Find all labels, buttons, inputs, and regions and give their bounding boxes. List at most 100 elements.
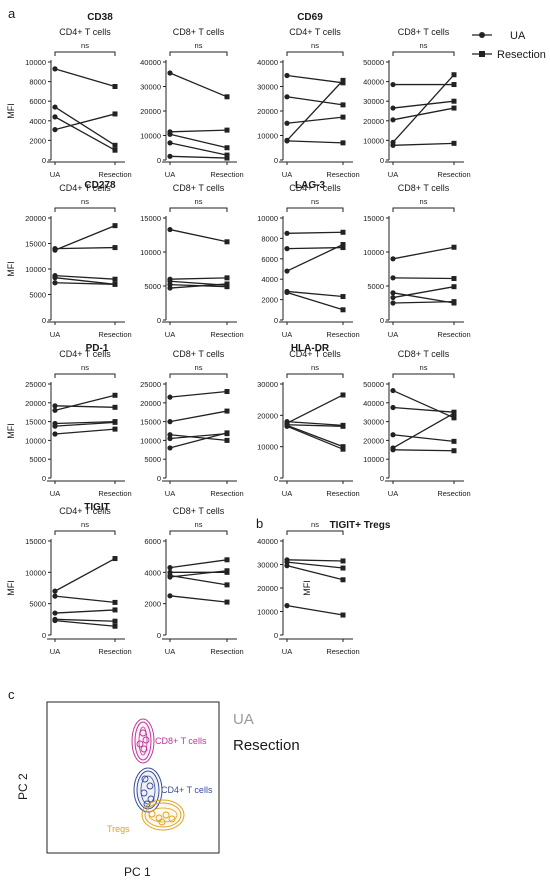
- ua-point: [390, 256, 396, 262]
- cluster-point: [139, 729, 147, 737]
- y-tick-label: 15000: [363, 214, 384, 223]
- series-line: [54, 421, 116, 427]
- series-line: [286, 604, 344, 616]
- resection-point: [451, 105, 457, 111]
- legend-resection-marker: [479, 51, 485, 57]
- cluster-point: [140, 745, 148, 753]
- cluster-point: [143, 800, 151, 808]
- ua-point: [167, 394, 173, 400]
- ua-point: [167, 140, 173, 146]
- ua-point: [52, 423, 58, 429]
- plot-8: 0 5000 10000 15000 20000 25000 UA Resection CD4+…: [6, 343, 132, 498]
- ua-point: [284, 138, 290, 144]
- x-tick-label: Resection: [210, 170, 243, 179]
- series-line: [54, 68, 116, 88]
- ua-point: [167, 419, 173, 425]
- series-line: [54, 595, 116, 604]
- resection-point: [451, 415, 457, 421]
- series-line: [286, 246, 344, 250]
- x-tick-label: UA: [282, 170, 292, 179]
- x-tick-label: UA: [165, 489, 175, 498]
- plot-13: 0 2000 4000 6000 UA Resection CD8+ T cells ns: [144, 506, 243, 656]
- ua-point: [390, 105, 396, 111]
- resection-point: [340, 392, 346, 398]
- pca-clusters: CD8+ T cells CD4+ T cells Tregs: [107, 718, 213, 834]
- series-line: [286, 74, 344, 84]
- pca-legend-resection: Resection: [233, 737, 300, 754]
- plot-title: CD4+ T cells: [59, 183, 111, 193]
- plot-10: 0 10000 20000 30000 UA Resection CD4+ T cellsH…: [257, 343, 360, 498]
- x-tick-label: Resection: [98, 170, 131, 179]
- resection-point: [451, 448, 457, 454]
- series-line: [169, 432, 228, 440]
- ua-point: [390, 117, 396, 123]
- ua-point: [52, 66, 58, 72]
- y-tick-label: 10000: [363, 455, 384, 464]
- resection-point: [340, 229, 346, 235]
- significance-label: ns: [311, 41, 319, 50]
- y-tick-label: 10000: [140, 132, 161, 141]
- resection-point: [112, 147, 118, 153]
- x-tick-label: UA: [50, 330, 60, 339]
- plot-12: 0 5000 10000 15000 UA Resection CD4+ T cellsTI…: [6, 502, 132, 656]
- y-tick-label: 30000: [363, 418, 384, 427]
- y-tick-label: 5000: [144, 455, 161, 464]
- y-tick-label: 0: [42, 631, 46, 640]
- resection-point: [340, 242, 346, 248]
- ua-point: [390, 142, 396, 148]
- resection-point: [112, 276, 118, 282]
- series-line: [286, 140, 344, 144]
- y-axis-label: MFI: [6, 261, 16, 277]
- series-line: [54, 618, 116, 622]
- y-tick-label: 10000: [257, 132, 278, 141]
- resection-point: [224, 437, 230, 443]
- x-tick-label: UA: [50, 170, 60, 179]
- plot-2: 0 10000 20000 30000 40000 UA Resection CD4+ T c…: [257, 12, 360, 179]
- x-tick-label: UA: [388, 330, 398, 339]
- resection-point: [224, 127, 230, 133]
- y-tick-label: 20000: [140, 399, 161, 408]
- cluster-point: [168, 815, 176, 823]
- resection-point: [224, 599, 230, 605]
- y-tick-label: 5000: [367, 282, 384, 291]
- marker-title: TIGIT+ Tregs: [330, 520, 391, 531]
- y-tick-label: 8000: [29, 78, 46, 87]
- marker-title: TIGIT: [84, 502, 110, 513]
- y-tick-label: 0: [42, 474, 46, 483]
- x-tick-label: Resection: [437, 170, 470, 179]
- y-tick-label: 50000: [363, 380, 384, 389]
- ua-point: [284, 72, 290, 79]
- cluster-label: CD8+ T cells: [155, 736, 207, 746]
- resection-point: [224, 408, 230, 414]
- y-tick-label: 2000: [29, 136, 46, 145]
- ua-point: [52, 280, 58, 286]
- plot-7: 0 5000 10000 15000 UA Resection CD8+ T cells ns: [363, 183, 471, 339]
- x-tick-label: Resection: [98, 330, 131, 339]
- ua-point: [52, 617, 58, 624]
- x-tick-label: Resection: [437, 330, 470, 339]
- y-tick-label: 30000: [257, 561, 278, 570]
- x-tick-label: UA: [282, 330, 292, 339]
- series-line: [169, 72, 228, 98]
- series-line: [54, 277, 116, 285]
- x-tick-label: UA: [165, 647, 175, 656]
- series-line: [392, 107, 455, 121]
- plot-title: CD4+ T cells: [59, 349, 111, 359]
- y-tick-label: 40000: [363, 399, 384, 408]
- y-tick-label: 15000: [25, 240, 46, 249]
- ua-point: [284, 563, 290, 569]
- resection-point: [224, 152, 230, 158]
- plot-title: CD8+ T cells: [398, 183, 450, 193]
- marker-title: PD-1: [86, 343, 109, 354]
- cluster-point: [158, 818, 166, 826]
- pca-panel: PC 1 PC 2 UA Resection CD8+ T cells CD4+ …: [16, 701, 300, 879]
- resection-point: [112, 111, 118, 117]
- legend-ua-label: UA: [510, 30, 526, 42]
- ua-point: [390, 275, 396, 281]
- series-line: [286, 559, 344, 562]
- y-tick-label: 40000: [363, 78, 384, 87]
- y-tick-label: 25000: [140, 380, 161, 389]
- resection-point: [340, 245, 346, 251]
- y-tick-label: 4000: [144, 568, 161, 577]
